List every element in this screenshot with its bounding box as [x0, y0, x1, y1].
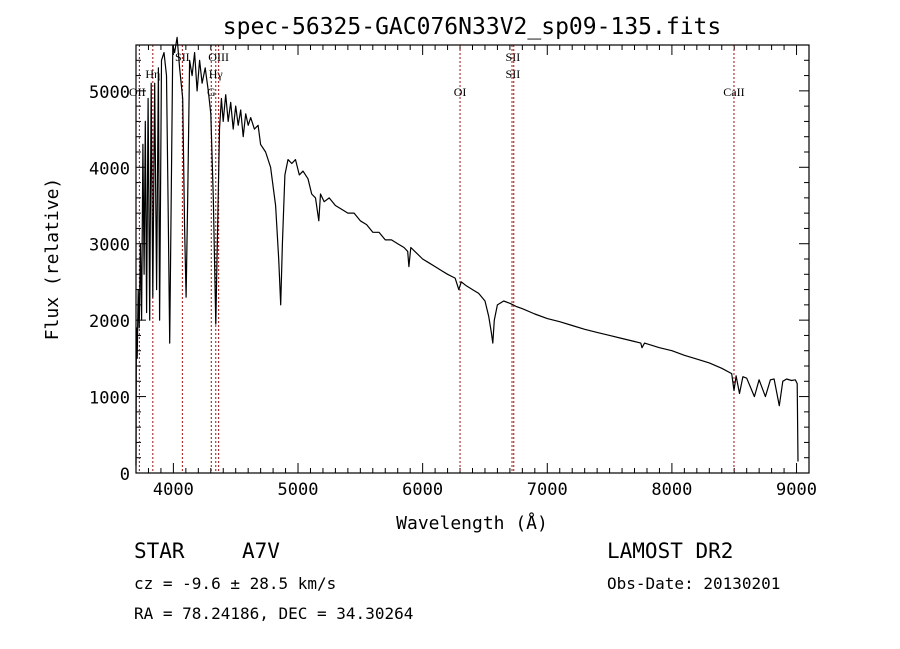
plot-frame [135, 44, 810, 474]
marker-label: G [207, 85, 216, 99]
marker-label: Hγ [209, 67, 224, 81]
marker-label: OI [454, 85, 467, 99]
redshift-cz: cz = -9.6 ± 28.5 km/s [134, 574, 336, 593]
y-tick-label: 1000 [89, 389, 130, 409]
obs-date: Obs-Date: 20130201 [607, 574, 780, 593]
marker-label: OII [129, 85, 146, 99]
series-group [135, 36, 799, 466]
x-axis-label: Wavelength (Å) [396, 512, 548, 534]
x-tick-label: 9000 [776, 480, 817, 500]
x-tick-label: 4000 [153, 480, 194, 500]
object-type: STAR [134, 539, 185, 563]
marker-label: SII [506, 50, 521, 64]
marker-label: SII [506, 67, 521, 81]
spectrum-line [135, 36, 799, 466]
marker-label: OIII [208, 50, 229, 64]
chart-title: spec-56325-GAC076N33V2_sp09-135.fits [223, 14, 722, 40]
x-tick-label: 5000 [278, 480, 319, 500]
marker-label: CaII [723, 85, 744, 99]
y-tick-label: 4000 [89, 159, 130, 179]
x-tick-label: 8000 [651, 480, 692, 500]
x-tick-label: 6000 [402, 480, 443, 500]
marker-label: Hη [145, 67, 160, 81]
ra-dec: RA = 78.24186, DEC = 34.30264 [134, 604, 413, 623]
y-tick-label: 5000 [89, 83, 130, 103]
survey-name: LAMOST DR2 [607, 539, 733, 563]
line-markers: OII Hη SII G Hγ OIII OI SII SII CaII [129, 45, 745, 473]
object-subclass: A7V [242, 539, 280, 563]
y-axis-label: Flux (relative) [42, 178, 63, 341]
axis-ticks: 4000 5000 6000 7000 8000 9000 0 1000 2000 3000 400… [89, 44, 817, 500]
x-tick-label: 7000 [527, 480, 568, 500]
marker-label: SII [175, 50, 190, 64]
y-tick-label: 0 [120, 465, 130, 485]
y-tick-label: 3000 [89, 236, 130, 256]
y-tick-label: 2000 [89, 312, 130, 332]
